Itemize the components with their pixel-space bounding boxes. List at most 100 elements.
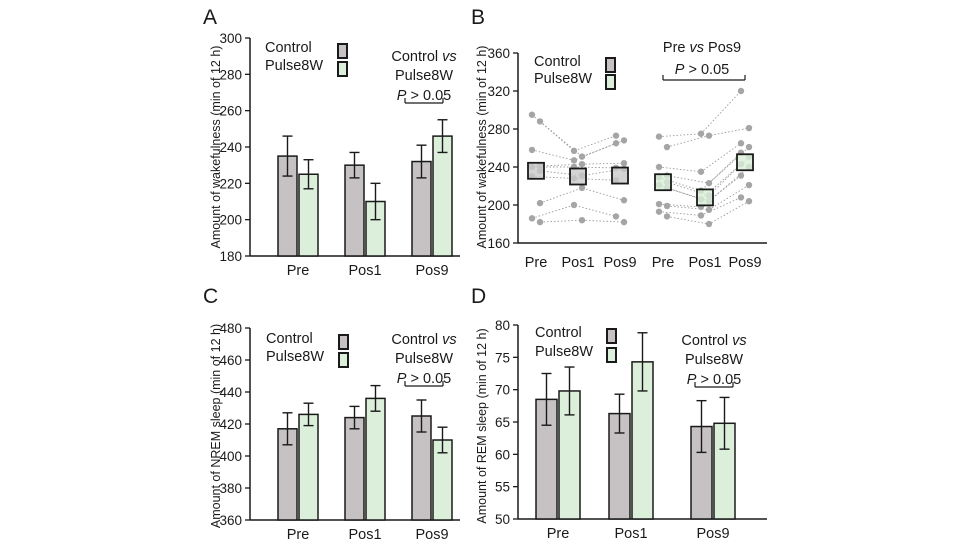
legend-a: Control Pulse8W <box>265 40 323 74</box>
legend-swatch-control <box>605 57 616 73</box>
annotation-line-2: Pulse8W <box>395 68 453 84</box>
legend-label-pulse8w: Pulse8W <box>266 349 324 365</box>
data-point <box>528 111 536 118</box>
y-tick-label: 320 <box>487 84 510 99</box>
bar-control <box>344 416 365 521</box>
data-point <box>536 118 544 125</box>
x-category-label: Pos9 <box>696 526 729 542</box>
data-point <box>655 200 663 208</box>
x-category-label: Pos9 <box>603 255 636 271</box>
data-point <box>737 194 745 201</box>
legend-label-pulse8w: Pulse8W <box>535 344 593 360</box>
legend-swatch-control <box>606 328 617 344</box>
annotation-line-2: Pulse8W <box>395 351 453 367</box>
x-category-label: Pos1 <box>348 527 381 543</box>
y-tick-label: 240 <box>219 140 242 155</box>
x-category-label: Pre <box>287 527 310 543</box>
x-category-label: Pre <box>525 255 548 271</box>
y-axis-label-d: Amount of REM sleep (min of 12 h) <box>475 328 489 523</box>
data-point <box>620 218 628 226</box>
y-axis-label-b: Amount of wakefulness (min of 12 h) <box>475 46 489 249</box>
subject-trace <box>658 90 742 138</box>
y-tick-label: 65 <box>495 415 510 430</box>
y-tick-label: 300 <box>219 31 242 46</box>
y-tick-label: 380 <box>219 481 242 496</box>
data-point <box>663 213 671 220</box>
y-tick-label: 180 <box>219 249 242 264</box>
data-point <box>705 206 713 213</box>
subject-trace <box>666 127 750 148</box>
annotation-p-value: P > 0.05 <box>397 371 451 387</box>
y-axis-label-c: Amount of NREM sleep (min of 12 h) <box>209 324 223 528</box>
annotation-line-1: Pre vs Pos9 <box>663 40 741 56</box>
annotation-p-value: P > 0.05 <box>675 62 729 78</box>
data-point <box>578 184 586 192</box>
data-point <box>528 215 536 222</box>
x-category-label: Pre <box>547 526 570 542</box>
x-category-label: Pre <box>652 255 675 271</box>
bar-control <box>344 164 365 257</box>
data-point <box>697 212 705 219</box>
annotation-c: Control vs Pulse8W P > 0.05 <box>391 332 456 387</box>
y-tick-label: 480 <box>219 321 242 336</box>
subject-trace <box>658 152 742 192</box>
data-point <box>737 140 745 147</box>
y-tick-label: 260 <box>219 104 242 119</box>
data-point <box>536 199 544 207</box>
legend-d: Control Pulse8W <box>535 325 593 360</box>
mean-box-pulse8w <box>696 188 714 207</box>
y-tick-label: 75 <box>495 350 510 365</box>
panel-letter-d: D <box>471 285 486 308</box>
legend-label-control: Control <box>266 331 313 347</box>
data-point <box>745 124 753 132</box>
mean-box-pulse8w <box>736 153 754 172</box>
y-tick-label: 460 <box>219 353 242 368</box>
x-category-label: Pos9 <box>728 255 761 271</box>
y-tick-label: 440 <box>219 385 242 400</box>
data-point <box>570 147 578 155</box>
data-point <box>745 198 753 205</box>
y-tick-label: 280 <box>219 67 242 82</box>
y-tick-label: 360 <box>219 513 242 528</box>
mean-box-control <box>569 167 587 186</box>
subject-trace <box>531 114 617 152</box>
legend-label-pulse8w: Pulse8W <box>534 71 592 87</box>
data-point <box>578 153 586 160</box>
data-point <box>705 179 713 187</box>
y-tick-label: 55 <box>495 480 510 495</box>
annotation-p-value: P > 0.05 <box>687 372 741 388</box>
data-point <box>705 132 713 139</box>
x-category-label: Pos1 <box>561 255 594 271</box>
y-tick-label: 200 <box>487 198 510 213</box>
x-category-label: Pos9 <box>415 527 448 543</box>
legend-swatch-pulse8w <box>606 347 617 363</box>
annotation-line-1: Control vs <box>391 49 456 65</box>
data-point <box>737 172 745 179</box>
data-point <box>663 202 671 210</box>
subject-trace <box>658 142 742 173</box>
bar-pulse8w <box>432 135 453 257</box>
data-point <box>528 146 536 154</box>
data-point <box>612 140 620 147</box>
data-point <box>620 137 628 144</box>
y-tick-label: 240 <box>487 160 510 175</box>
data-point <box>745 143 753 151</box>
chart-marks: 180 200 220 240 260 280 300 Pre Pos1 Pos9 160 200 24… <box>219 31 767 543</box>
mean-box-pulse8w <box>654 173 672 192</box>
legend-c: Control Pulse8W <box>266 331 324 365</box>
panel-letter-b: B <box>471 6 485 29</box>
data-point <box>570 201 578 209</box>
legend-label-pulse8w: Pulse8W <box>265 58 323 74</box>
y-tick-label: 280 <box>487 122 510 137</box>
y-tick-label: 420 <box>219 417 242 432</box>
data-point <box>745 181 753 189</box>
annotation-b: Pre vs Pos9 P > 0.05 <box>663 40 741 78</box>
data-point <box>737 87 745 95</box>
annotation-line-1: Control vs <box>681 333 746 349</box>
panel-letter-c: C <box>203 285 218 308</box>
subject-trace <box>666 156 750 197</box>
legend-label-control: Control <box>535 325 582 341</box>
data-point <box>612 213 620 220</box>
data-point <box>705 220 713 228</box>
data-point <box>655 133 663 140</box>
